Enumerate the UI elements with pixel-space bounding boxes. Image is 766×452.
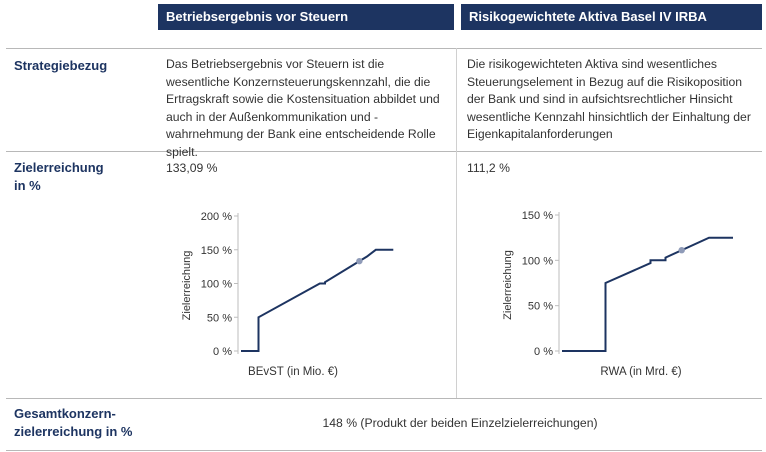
row-label-total-line2: zielerreichung in % [14,424,133,439]
total-value: 148 % (Produkt der beiden Einzelzielerre… [322,416,598,430]
series-line [562,236,733,352]
target-marker [678,246,685,254]
target-marker [356,257,363,265]
y-tick-label: 150 % [522,210,553,222]
row-label-total-line1: Gesamtkonzern- [14,406,116,421]
target-value-operating-result: 133,09 % [166,161,218,175]
x-axis-label: RWA (in Mrd. €) [600,366,681,378]
series-line [241,248,394,352]
y-tick-label: 50 % [528,301,553,313]
target-value-rwa: 111,2 % [467,161,510,175]
column-separator [456,48,457,398]
y-axis-label: Zielerreichung [502,250,514,320]
row-label-strategy: Strategiebezug [14,58,108,73]
column-header-operating-result: Betriebsergebnis vor Steuern [158,4,454,30]
column-header-rwa: Risikogewichtete Aktiva Basel IV IRBA [461,4,762,30]
table-rule-top [6,48,762,49]
table-rule-bottom [6,450,762,451]
chart-operating-result: 0 % 50 % 100 % 150 % 200 % Zielerreichung BEvS… [181,211,394,378]
column-header-rwa-label: Risikogewichtete Aktiva Basel IV IRBA [469,9,707,24]
row-label-total: Gesamtkonzern- zielerreichung in % [14,405,132,441]
strategy-text-rwa: Die risikogewichteten Aktiva sind wesent… [467,57,751,141]
column-header-operating-result-label: Betriebsergebnis vor Steuern [166,9,349,24]
table-rule-target [6,398,762,399]
y-tick-label: 50 % [207,312,232,324]
y-tick-label: 0 % [534,346,553,358]
y-tick-label: 100 % [522,255,553,267]
chart-rwa: 0 % 50 % 100 % 150 % Zielerreichung RWA (in M… [502,210,733,378]
y-tick-label: 200 % [201,211,232,223]
x-axis-label: BEvST (in Mio. €) [248,366,338,378]
y-axis-label: Zielerreichung [181,251,193,321]
row-label-target-line1: Zielerreichung [14,160,104,175]
row-label-target: Zielerreichung in % [14,159,104,195]
y-tick-label: 0 % [213,346,232,358]
row-label-target-line2: in % [14,178,41,193]
table-rule-strategy [6,151,762,152]
y-tick-label: 150 % [201,245,232,257]
strategy-text-operating-result: Das Betriebsergebnis vor Steuern ist die… [166,57,440,159]
y-tick-label: 100 % [201,279,232,291]
